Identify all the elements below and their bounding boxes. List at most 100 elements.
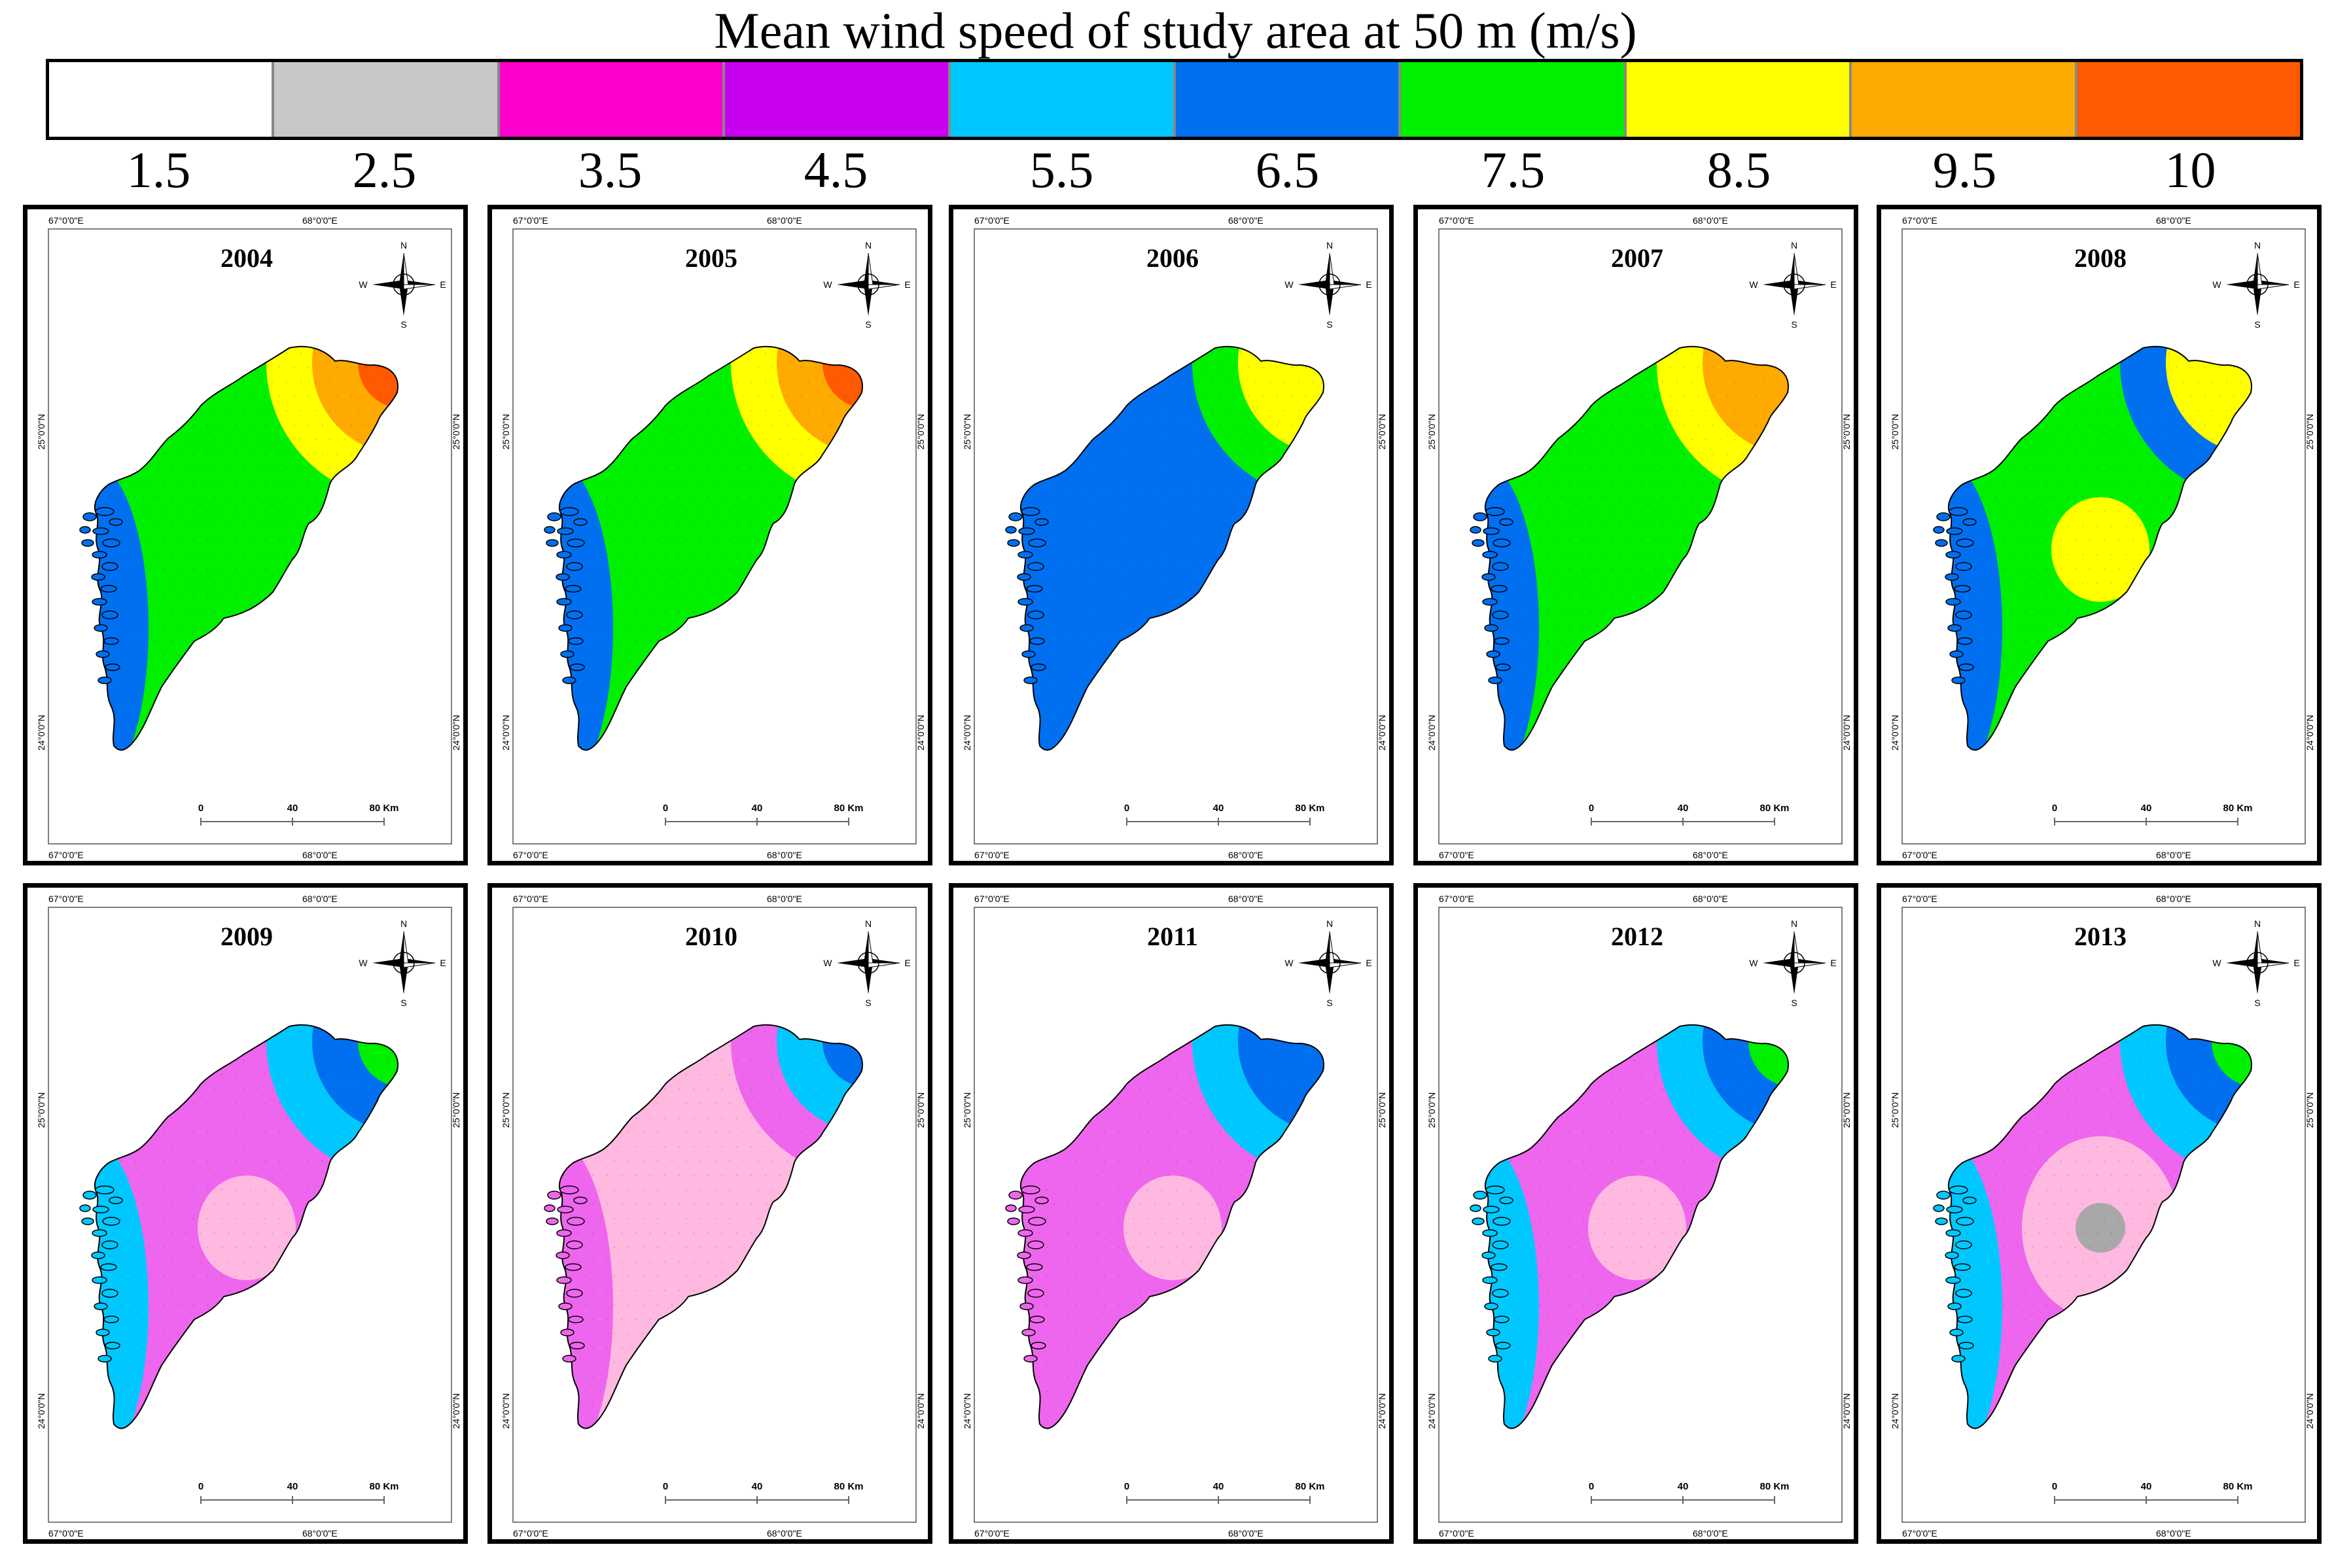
legend-label: 10	[2165, 141, 2216, 198]
longitude-label-bottom-east: 68°0'0"E	[2156, 1528, 2191, 1539]
longitude-label-top-east: 68°0'0"E	[2156, 894, 2191, 904]
latitude-label: 24°0'0"N	[451, 1393, 461, 1429]
latitude-label: 25°0'0"N	[36, 414, 46, 450]
latitude-label: 25°0'0"N	[1890, 1092, 1900, 1128]
latitude-label: 24°0'0"N	[962, 715, 972, 751]
map-panel-2009: 2009 67°0'0"E 68°0'0"E 67°0'0"E 68°0'0"E 25°0…	[23, 883, 468, 1544]
svg-text:N: N	[400, 918, 407, 929]
wind-speed-zones	[1485, 1024, 1788, 1429]
svg-text:S: S	[2254, 319, 2260, 330]
map-panel-svg: 2006 67°0'0"E 68°0'0"E 67°0'0"E 68°0'0"E 25°0…	[962, 215, 1387, 860]
map-panel-svg: 2011 67°0'0"E 68°0'0"E 67°0'0"E 68°0'0"E 25°0…	[962, 894, 1387, 1539]
latitude-label: 25°0'0"N	[2305, 414, 2315, 450]
svg-text:0: 0	[198, 1481, 203, 1492]
latitude-label: 25°0'0"N	[915, 414, 926, 450]
panel-year-label: 2004	[221, 243, 273, 273]
study-area-outline	[1020, 1024, 1324, 1429]
longitude-label-top-east: 68°0'0"E	[767, 894, 802, 904]
legend-label: 1.5	[126, 141, 191, 198]
longitude-label-top-west: 67°0'0"E	[513, 894, 548, 904]
longitude-label-bottom-east: 68°0'0"E	[302, 1528, 338, 1539]
map-panel-2005: 2005 67°0'0"E 68°0'0"E 67°0'0"E 68°0'0"E 25°0…	[487, 205, 932, 865]
latitude-label: 24°0'0"N	[1377, 715, 1387, 751]
svg-text:N: N	[1326, 240, 1333, 251]
panel-year-label: 2006	[1146, 243, 1199, 273]
map-panel-2008: 2008 67°0'0"E 68°0'0"E 67°0'0"E 68°0'0"E 25°0…	[1877, 205, 2322, 865]
wind-speed-zones	[559, 346, 862, 750]
longitude-label-top-east: 68°0'0"E	[302, 894, 338, 904]
longitude-label-bottom-west: 67°0'0"E	[1902, 1528, 1937, 1539]
svg-text:40: 40	[2141, 803, 2152, 814]
study-area-outline	[1485, 1024, 1789, 1429]
wind-speed-zones	[559, 1024, 862, 1429]
latitude-label: 24°0'0"N	[1890, 1393, 1900, 1429]
legend-label: 9.5	[1932, 141, 1997, 198]
map-panel-2007: 2007 67°0'0"E 68°0'0"E 67°0'0"E 68°0'0"E 25°0…	[1413, 205, 1858, 865]
longitude-label-top-west: 67°0'0"E	[513, 215, 548, 226]
latitude-label: 25°0'0"N	[1890, 414, 1900, 450]
legend-labels: 1.5 2.5 3.5 4.5 5.5 6.5 7.5 8.5 9.5 10	[46, 141, 2303, 200]
scale-bar: 0 40 80 Km	[2052, 1481, 2253, 1504]
latitude-label: 24°0'0"N	[36, 715, 46, 751]
scale-bar: 0 40 80 Km	[198, 803, 399, 826]
map-frame	[974, 907, 1378, 1523]
latitude-label: 24°0'0"N	[451, 715, 461, 751]
svg-text:40: 40	[1213, 803, 1224, 814]
longitude-label-top-east: 68°0'0"E	[1693, 215, 1728, 226]
map-frame	[48, 907, 452, 1523]
latitude-label: 24°0'0"N	[1426, 715, 1437, 751]
longitude-label-bottom-east: 68°0'0"E	[302, 850, 338, 860]
svg-text:W: W	[823, 958, 832, 968]
svg-text:S: S	[400, 319, 406, 330]
panel-year-label: 2012	[1611, 922, 1663, 951]
wind-speed-zones	[1485, 346, 1788, 750]
longitude-label-bottom-west: 67°0'0"E	[974, 850, 1010, 860]
svg-text:S: S	[865, 998, 871, 1008]
panel-year-label: 2013	[2074, 922, 2127, 951]
latitude-label: 25°0'0"N	[962, 414, 972, 450]
longitude-label-top-east: 68°0'0"E	[1228, 894, 1264, 904]
longitude-label-top-west: 67°0'0"E	[1902, 894, 1937, 904]
longitude-label-top-west: 67°0'0"E	[1439, 215, 1474, 226]
map-panel-svg: 2007 67°0'0"E 68°0'0"E 67°0'0"E 68°0'0"E 25°0…	[1426, 215, 1852, 860]
latitude-label: 25°0'0"N	[1377, 1092, 1387, 1128]
legend-label: 8.5	[1706, 141, 1771, 198]
panel-year-label: 2009	[221, 922, 273, 951]
svg-text:W: W	[2212, 279, 2221, 290]
longitude-label-bottom-east: 68°0'0"E	[2156, 850, 2191, 860]
study-area-outline	[559, 345, 863, 751]
map-panel-svg: 2009 67°0'0"E 68°0'0"E 67°0'0"E 68°0'0"E 25°0…	[36, 894, 461, 1539]
svg-text:40: 40	[752, 803, 763, 814]
latitude-label: 25°0'0"N	[1426, 1092, 1437, 1128]
longitude-label-top-east: 68°0'0"E	[1693, 894, 1728, 904]
latitude-label: 25°0'0"N	[451, 1092, 461, 1128]
latitude-label: 24°0'0"N	[1426, 1393, 1437, 1429]
longitude-label-bottom-east: 68°0'0"E	[1228, 1528, 1264, 1539]
svg-text:E: E	[440, 279, 446, 290]
wind-speed-zones	[1020, 1024, 1324, 1429]
study-area-outline	[1485, 345, 1789, 751]
latitude-label: 24°0'0"N	[1841, 715, 1852, 751]
latitude-label: 25°0'0"N	[1841, 414, 1852, 450]
latitude-label: 25°0'0"N	[1377, 414, 1387, 450]
svg-text:W: W	[1749, 279, 1758, 290]
scale-bar: 0 40 80 Km	[663, 803, 864, 826]
legend-label: 2.5	[352, 141, 417, 198]
longitude-label-top-east: 68°0'0"E	[302, 215, 338, 226]
scale-bar: 0 40 80 Km	[1124, 1481, 1325, 1504]
wind-speed-zones	[94, 346, 398, 750]
map-panel-2012: 2012 67°0'0"E 68°0'0"E 67°0'0"E 68°0'0"E 25°0…	[1413, 883, 1858, 1544]
map-panel-svg: 2004 67°0'0"E 68°0'0"E 67°0'0"E 68°0'0"E 25°0…	[36, 215, 461, 860]
svg-text:0: 0	[663, 803, 668, 814]
svg-text:N: N	[2254, 240, 2261, 251]
map-panel-2004: 2004 67°0'0"E 68°0'0"E 67°0'0"E 68°0'0"E 25°0…	[23, 205, 468, 865]
longitude-label-top-east: 68°0'0"E	[1228, 215, 1264, 226]
svg-text:40: 40	[287, 1481, 298, 1492]
legend-swatch-10	[2077, 62, 2301, 137]
